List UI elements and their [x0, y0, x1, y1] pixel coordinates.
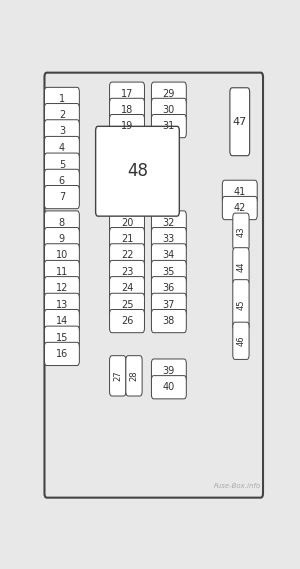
Text: 33: 33 — [163, 234, 175, 244]
Text: 14: 14 — [56, 316, 68, 326]
Text: 22: 22 — [121, 250, 133, 261]
FancyBboxPatch shape — [110, 98, 145, 122]
Text: 44: 44 — [236, 261, 245, 271]
FancyBboxPatch shape — [44, 211, 79, 234]
FancyBboxPatch shape — [44, 169, 79, 192]
Text: 48: 48 — [127, 162, 148, 180]
FancyBboxPatch shape — [152, 293, 186, 316]
Text: 45: 45 — [236, 300, 245, 310]
Text: 9: 9 — [59, 234, 65, 244]
FancyBboxPatch shape — [152, 310, 186, 333]
FancyBboxPatch shape — [110, 261, 145, 283]
FancyBboxPatch shape — [44, 137, 79, 160]
FancyBboxPatch shape — [110, 293, 145, 316]
Text: 43: 43 — [236, 226, 245, 237]
FancyBboxPatch shape — [110, 277, 145, 300]
Text: 6: 6 — [59, 176, 65, 186]
FancyBboxPatch shape — [222, 196, 257, 220]
Text: 34: 34 — [163, 250, 175, 261]
FancyBboxPatch shape — [44, 153, 79, 176]
Text: 15: 15 — [56, 333, 68, 343]
Text: 29: 29 — [163, 89, 175, 98]
Text: 20: 20 — [121, 217, 133, 228]
FancyBboxPatch shape — [110, 211, 145, 234]
FancyBboxPatch shape — [44, 228, 79, 251]
Text: 16: 16 — [56, 349, 68, 359]
Text: 27: 27 — [113, 370, 122, 381]
Text: 37: 37 — [163, 300, 175, 310]
Text: 35: 35 — [163, 267, 175, 277]
Text: 17: 17 — [121, 89, 133, 98]
Text: 8: 8 — [59, 217, 65, 228]
Text: 1: 1 — [59, 94, 65, 104]
FancyBboxPatch shape — [110, 228, 145, 251]
Text: 2: 2 — [59, 110, 65, 120]
Text: 30: 30 — [163, 105, 175, 115]
FancyBboxPatch shape — [44, 73, 263, 498]
FancyBboxPatch shape — [44, 277, 79, 300]
FancyBboxPatch shape — [44, 343, 79, 365]
Text: 40: 40 — [163, 382, 175, 392]
FancyBboxPatch shape — [152, 277, 186, 300]
FancyBboxPatch shape — [44, 310, 79, 333]
FancyBboxPatch shape — [44, 104, 79, 127]
FancyBboxPatch shape — [110, 82, 145, 105]
Text: 18: 18 — [121, 105, 133, 115]
Text: 24: 24 — [121, 283, 133, 293]
FancyBboxPatch shape — [152, 228, 186, 251]
Text: 21: 21 — [121, 234, 133, 244]
FancyBboxPatch shape — [152, 82, 186, 105]
FancyBboxPatch shape — [233, 248, 249, 285]
FancyBboxPatch shape — [96, 126, 179, 216]
Text: 25: 25 — [121, 300, 133, 310]
FancyBboxPatch shape — [152, 98, 186, 122]
FancyBboxPatch shape — [110, 244, 145, 267]
FancyBboxPatch shape — [44, 261, 79, 283]
Text: 47: 47 — [233, 117, 247, 127]
Text: 12: 12 — [56, 283, 68, 293]
FancyBboxPatch shape — [44, 185, 79, 209]
FancyBboxPatch shape — [152, 261, 186, 283]
Text: 32: 32 — [163, 217, 175, 228]
Text: 19: 19 — [121, 121, 133, 131]
Text: 36: 36 — [163, 283, 175, 293]
FancyBboxPatch shape — [152, 376, 186, 399]
Text: 28: 28 — [130, 370, 139, 381]
FancyBboxPatch shape — [152, 211, 186, 234]
Text: 7: 7 — [59, 192, 65, 202]
FancyBboxPatch shape — [222, 180, 257, 204]
FancyBboxPatch shape — [233, 213, 249, 250]
Text: 39: 39 — [163, 366, 175, 376]
Text: 13: 13 — [56, 300, 68, 310]
FancyBboxPatch shape — [44, 87, 79, 110]
Text: 26: 26 — [121, 316, 133, 326]
Text: 46: 46 — [236, 336, 245, 346]
Text: 31: 31 — [163, 121, 175, 131]
FancyBboxPatch shape — [110, 356, 126, 396]
FancyBboxPatch shape — [230, 88, 250, 156]
FancyBboxPatch shape — [44, 293, 79, 316]
Text: 3: 3 — [59, 126, 65, 137]
Text: 41: 41 — [234, 187, 246, 197]
FancyBboxPatch shape — [44, 119, 79, 143]
Text: 4: 4 — [59, 143, 65, 153]
FancyBboxPatch shape — [110, 114, 145, 138]
Text: 11: 11 — [56, 267, 68, 277]
FancyBboxPatch shape — [110, 310, 145, 333]
Text: Fuse-Box.info: Fuse-Box.info — [214, 483, 261, 489]
FancyBboxPatch shape — [152, 359, 186, 382]
FancyBboxPatch shape — [44, 244, 79, 267]
Text: 23: 23 — [121, 267, 133, 277]
FancyBboxPatch shape — [126, 356, 142, 396]
FancyBboxPatch shape — [152, 114, 186, 138]
FancyBboxPatch shape — [152, 244, 186, 267]
Text: 42: 42 — [234, 203, 246, 213]
Text: 10: 10 — [56, 250, 68, 261]
FancyBboxPatch shape — [44, 326, 79, 349]
FancyBboxPatch shape — [233, 280, 249, 330]
Text: 5: 5 — [59, 160, 65, 170]
Text: 38: 38 — [163, 316, 175, 326]
FancyBboxPatch shape — [233, 322, 249, 360]
